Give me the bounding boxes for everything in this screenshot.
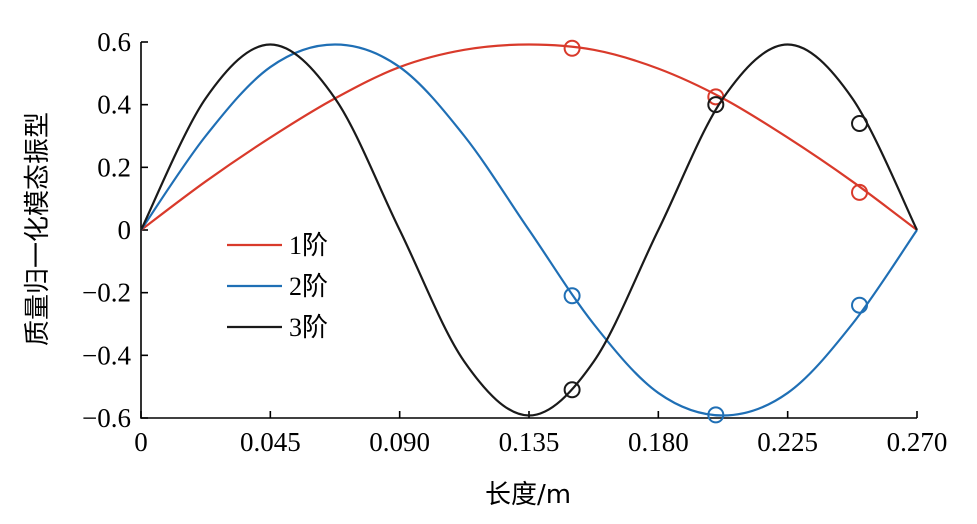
series-2-marker (707, 406, 725, 424)
y-tick-label: 0.4 (97, 90, 131, 120)
series-2-line (140, 43, 918, 417)
y-tick-label: −0.4 (82, 340, 131, 370)
y-tick-label: 0 (118, 215, 132, 245)
x-tick-label: 0.090 (369, 427, 430, 457)
series-1-marker (851, 183, 869, 201)
y-tick-label: −0.6 (82, 403, 131, 433)
y-axis-label: 质量归一化模态振型 (23, 112, 53, 346)
series-layer (140, 39, 918, 424)
legend-label: 2阶 (289, 272, 328, 301)
series-2-marker (563, 287, 581, 305)
legend-label: 1阶 (289, 231, 328, 260)
legend: 1阶 2阶 3阶 (227, 231, 328, 342)
x-tick-label: 0.135 (499, 427, 560, 457)
series-3-marker (851, 114, 869, 132)
series-1 (140, 39, 918, 231)
series-1-marker (563, 39, 581, 57)
series-2 (140, 43, 918, 424)
x-tick-label: 0.045 (240, 427, 301, 457)
x-tick-label: 0.225 (757, 427, 818, 457)
y-tick-label: 0.6 (97, 27, 131, 57)
series-3-line (140, 43, 918, 417)
y-tick-label: 0.2 (97, 152, 131, 182)
series-1-line (140, 43, 918, 231)
x-axis-label: 长度/m (485, 480, 571, 510)
series-3-marker (707, 96, 725, 114)
series-3 (140, 43, 918, 417)
series-3-marker (563, 381, 581, 399)
x-tick-label: 0.270 (887, 427, 948, 457)
legend-label: 3阶 (289, 313, 328, 342)
axes: 0 0.045 0.090 0.135 0.180 0.225 0.270 0.6 0.4 0.2… (82, 27, 947, 457)
y-tick-label: −0.2 (82, 278, 131, 308)
x-tick-label: 0 (134, 427, 148, 457)
x-tick-label: 0.180 (628, 427, 689, 457)
series-2-marker (851, 296, 869, 314)
